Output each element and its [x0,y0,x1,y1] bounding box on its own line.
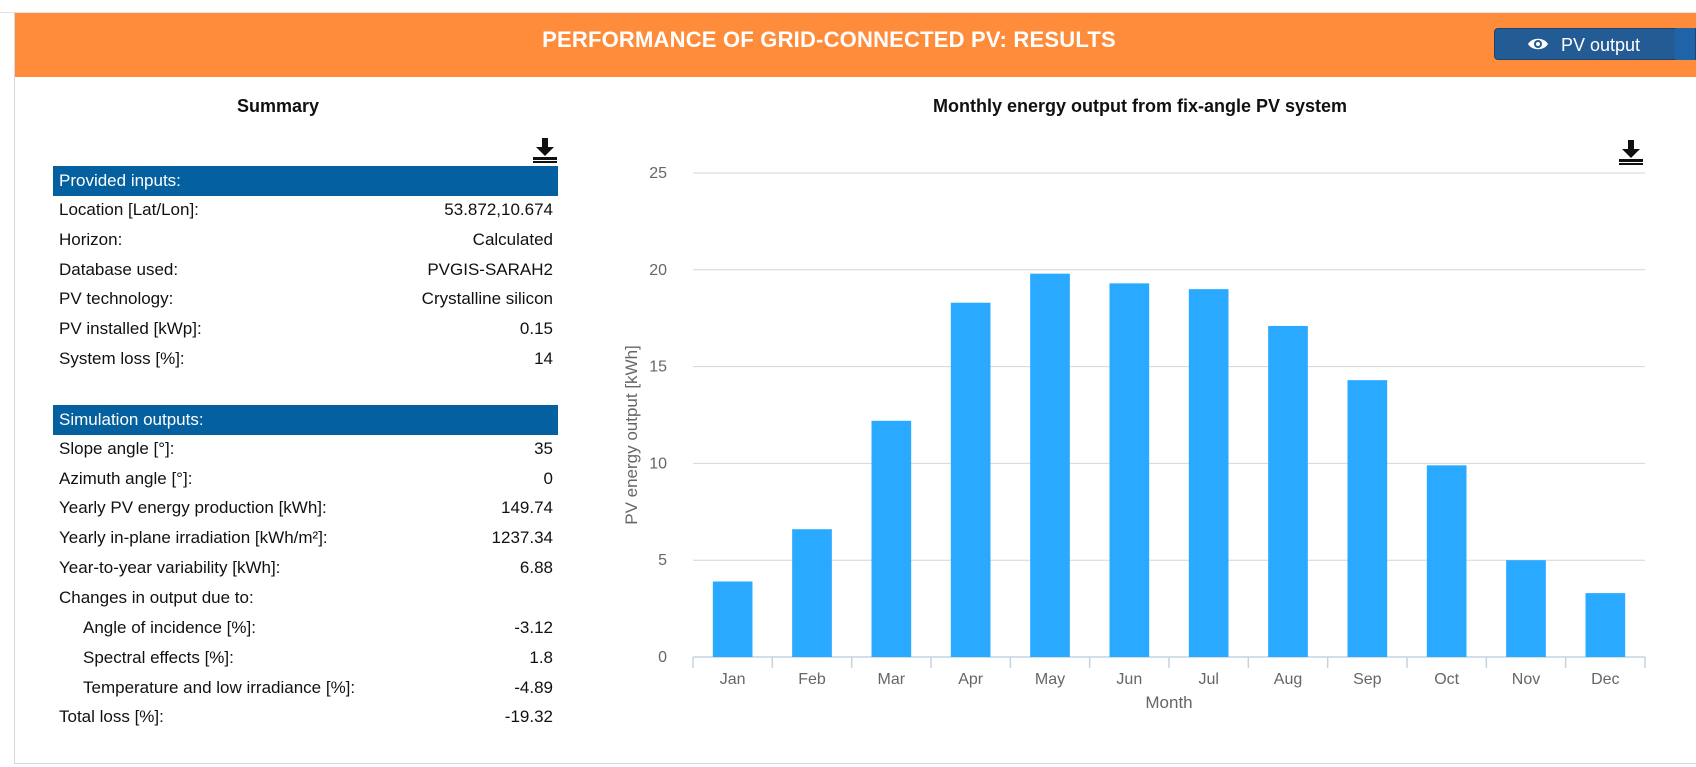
input-row-system-loss: System loss [%]: 14 [59,345,553,373]
output-row-total-loss: Total loss [%]: -19.32 [59,703,553,731]
row-label: Angle of incidence [%]: [83,618,256,637]
y-axis-title: PV energy output [kWh] [622,345,641,525]
row-value: 14 [534,349,553,368]
row-label: Database used: [59,260,179,279]
row-value: 0.15 [519,319,553,338]
simulation-outputs-header: Simulation outputs: [53,405,558,435]
page-top-strip [0,0,1696,13]
row-value: PVGIS-SARAH2 [427,260,553,279]
input-row-location: Location [Lat/Lon]: 53.872,10.674 [59,196,553,224]
page-title: PERFORMANCE OF GRID-CONNECTED PV: RESULT… [542,27,1116,52]
row-label: Azimuth angle [°]: [59,469,193,488]
bar-may [1030,273,1070,657]
x-tick-label: May [1035,671,1065,688]
output-row-variability: Year-to-year variability [kWh]: 6.88 [59,554,553,582]
summary-title: Summary [236,96,320,116]
row-value: Crystalline silicon [421,289,553,308]
x-tick-label: Sep [1353,671,1382,688]
row-value: 149.74 [501,498,553,517]
eye-icon [1528,38,1548,50]
download-icon[interactable] [1617,138,1645,166]
row-value: 0 [543,469,553,488]
x-tick-label: Apr [958,671,984,688]
row-label: PV technology: [59,289,174,308]
x-tick-label: Jan [720,671,746,688]
row-value: 6.88 [519,558,553,577]
y-tick-label: 5 [658,552,667,569]
input-row-pv-technology: PV technology: Crystalline silicon [59,285,553,313]
bar-nov [1506,560,1546,657]
input-row-pv-installed: PV installed [kWp]: 0.15 [59,315,553,343]
output-row-azimuth-angle: Azimuth angle [°]: 0 [59,465,553,493]
row-label: Yearly PV energy production [kWh]: [59,498,327,517]
output-row-slope-angle: Slope angle [°]: 35 [59,435,553,463]
row-value: -4.89 [514,678,553,697]
x-tick-label: Dec [1591,671,1619,688]
y-tick-label: 25 [649,165,667,182]
bar-dec [1585,593,1626,657]
chart-title: Monthly energy output from fix-angle PV … [932,96,1348,116]
row-label: Total loss [%]: [59,707,164,726]
bar-mar [871,420,912,657]
row-label: Slope angle [°]: [59,439,175,458]
x-tick-label: Jun [1116,671,1142,688]
results-panel [14,12,1696,764]
row-value: Calculated [472,230,553,249]
bar-jan [712,581,753,657]
bar-sep [1347,380,1388,657]
row-value: 35 [534,439,553,458]
output-row-yearly-energy: Yearly PV energy production [kWh]: 149.7… [59,494,553,522]
row-label: PV installed [kWp]: [59,319,202,338]
row-label: Year-to-year variability [kWh]: [59,558,281,577]
input-row-horizon: Horizon: Calculated [59,226,553,254]
bar-jul [1188,289,1229,657]
x-tick-label: Nov [1512,671,1540,688]
y-tick-label: 15 [649,359,667,376]
x-tick-label: Oct [1434,671,1459,688]
pv-output-button[interactable]: PV output [1494,28,1696,60]
button-group-edge [1675,28,1695,60]
row-label: System loss [%]: [59,349,185,368]
row-label: Location [Lat/Lon]: [59,200,199,219]
output-row-angle-of-incidence: Angle of incidence [%]: -3.12 [59,614,553,642]
provided-inputs-header: Provided inputs: [53,166,558,196]
row-value: 1237.34 [491,528,553,547]
row-value: 1.8 [529,648,553,667]
output-row-spectral-effects: Spectral effects [%]: 1.8 [59,644,553,672]
bar-apr [950,302,991,657]
row-value: 53.872,10.674 [444,200,553,219]
row-label: Horizon: [59,230,123,249]
bar-aug [1268,325,1308,657]
pv-output-button-label: PV output [1561,35,1641,55]
row-value: -19.32 [504,707,553,726]
output-row-temperature-loss: Temperature and low irradiance [%]: -4.8… [59,674,553,702]
y-tick-label: 20 [649,262,667,279]
y-tick-label: 0 [658,649,667,666]
x-axis-title: Month [1145,693,1192,712]
x-tick-label: Aug [1274,671,1302,688]
x-tick-label: Mar [878,671,906,688]
results-header: PERFORMANCE OF GRID-CONNECTED PV: RESULT… [15,13,1696,77]
row-label: Temperature and low irradiance [%]: [83,678,356,697]
row-label: Spectral effects [%]: [83,648,234,667]
x-tick-label: Feb [798,671,826,688]
output-row-yearly-irradiation: Yearly in-plane irradiation [kWh/m²]: 12… [59,524,553,552]
row-label: Yearly in-plane irradiation [kWh/m²]: [59,528,328,547]
bar-oct [1426,465,1467,657]
x-tick-label: Jul [1198,671,1218,688]
monthly-energy-chart: 0 5 10 15 20 25 Jan Feb Mar Apr May Jun Jul Aug Sep Oct… [622,165,1646,712]
bar-jun [1109,283,1150,657]
row-label: Changes in output due to: [59,588,254,607]
y-tick-label: 10 [649,455,667,472]
output-row-changes-heading: Changes in output due to: [59,584,553,612]
input-row-database: Database used: PVGIS-SARAH2 [59,256,553,284]
bar-feb [792,529,832,657]
download-icon[interactable] [531,136,559,164]
row-value: -3.12 [514,618,553,637]
